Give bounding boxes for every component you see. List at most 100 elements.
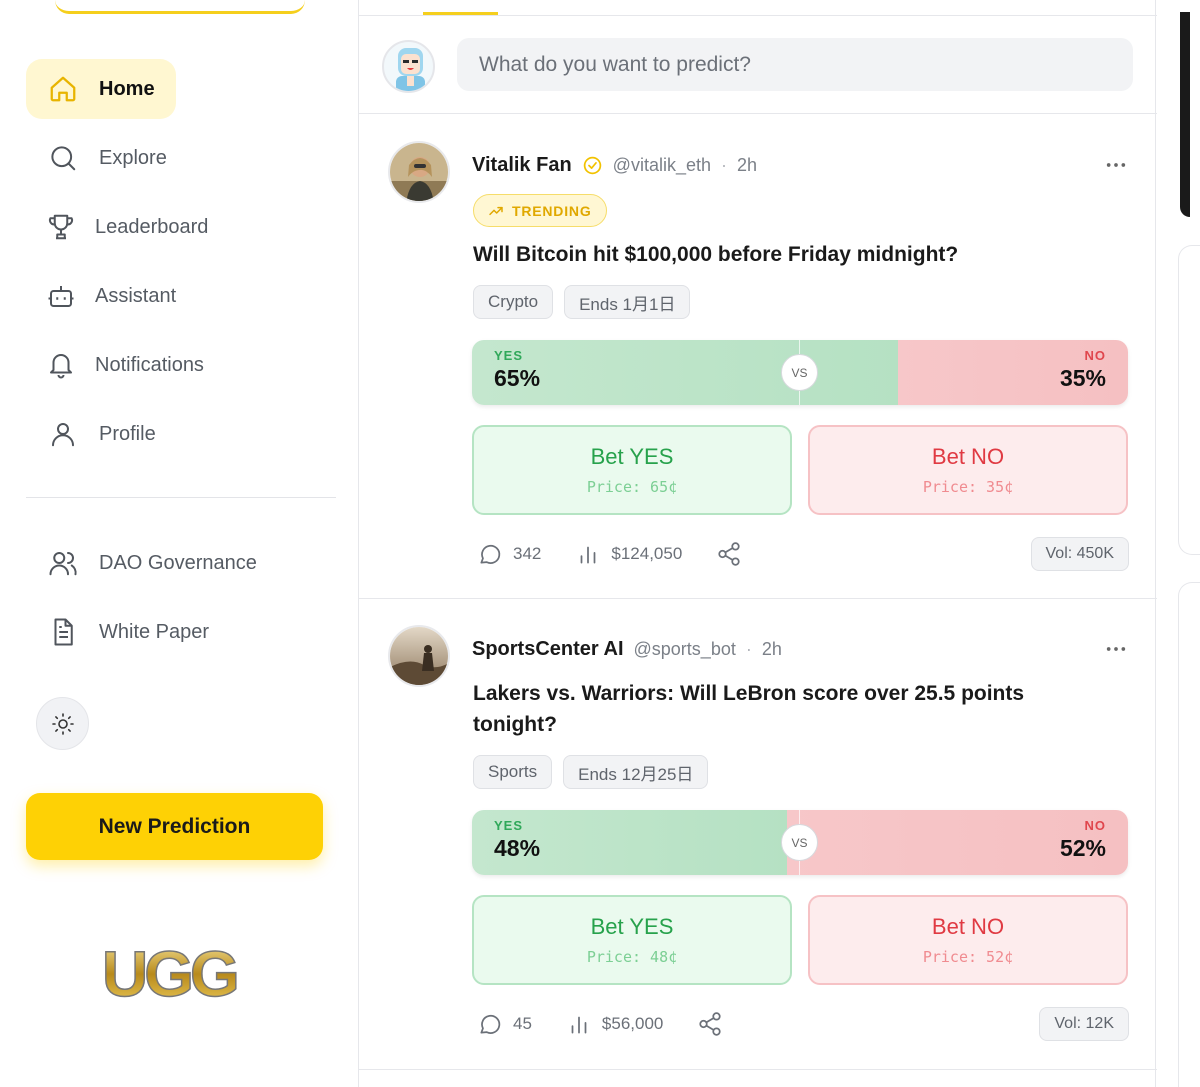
home-icon: [46, 72, 80, 106]
end-date-tag: Ends 12月25日: [563, 755, 709, 789]
bet-no-price: Price: 35¢: [922, 478, 1014, 496]
odds-no-label: NO: [1084, 818, 1106, 833]
sidebar-item-label: Profile: [99, 422, 156, 445]
bet-yes-price: Price: 65¢: [586, 478, 678, 496]
category-tag[interactable]: Crypto: [473, 285, 554, 319]
sidebar-item-label: Assistant: [95, 284, 177, 307]
bell-icon: [46, 348, 76, 382]
volume-amount: $124,050: [611, 544, 683, 563]
comment-button[interactable]: 342: [477, 541, 541, 567]
author-name[interactable]: SportsCenter AI: [472, 637, 624, 660]
volume-stat[interactable]: $124,050: [575, 541, 682, 567]
trending-badge: TRENDING: [473, 194, 607, 227]
users-icon: [46, 546, 80, 580]
avatar[interactable]: [382, 40, 435, 93]
comment-icon: [480, 1014, 501, 1034]
comment-count: 342: [513, 544, 542, 563]
post-time: 2h: [761, 638, 782, 659]
comment-button[interactable]: 45: [477, 1011, 532, 1037]
sidebar: Home Explore Leaderboard Assistant Notif…: [0, 0, 358, 1087]
sidebar-item-leaderboard[interactable]: Leaderboard: [26, 197, 208, 257]
sidebar-item-label: Leaderboard: [95, 215, 209, 238]
post-actions: 342 $124,050: [477, 541, 752, 567]
new-prediction-button[interactable]: New Prediction: [26, 793, 323, 860]
theme-toggle-button[interactable]: [36, 697, 89, 750]
odds-no-value: 52%: [1059, 835, 1106, 861]
logo-wordmark: UGG: [102, 940, 236, 1004]
sidebar-item-white-paper[interactable]: White Paper: [26, 602, 286, 662]
tag-list: Crypto Ends 1月1日: [473, 285, 691, 319]
right-panel: [1156, 0, 1200, 1087]
tag-list: Sports Ends 12月25日: [473, 755, 709, 789]
sidebar-item-home[interactable]: Home: [26, 59, 176, 119]
comment-count: 45: [513, 1014, 532, 1033]
volume-badge: Vol: 450K: [1030, 537, 1129, 571]
bet-yes-button[interactable]: Bet YES Price: 48¢: [472, 895, 792, 985]
post-card: SportsCenter AI @sports_bot · 2h Lakers …: [359, 600, 1157, 1070]
odds-no-value: 35%: [1059, 365, 1106, 391]
sidebar-item-notifications[interactable]: Notifications: [26, 335, 204, 395]
bet-no-label: Bet NO: [931, 914, 1005, 939]
vs-badge: VS: [781, 354, 818, 391]
feed-top-border: [359, 15, 1157, 16]
volume-amount: $56,000: [601, 1014, 664, 1033]
odds-no-segment: NO 35%: [898, 340, 1128, 405]
author-handle[interactable]: @vitalik_eth: [612, 154, 711, 175]
prediction-input[interactable]: [457, 38, 1133, 91]
bet-yes-label: Bet YES: [590, 914, 674, 939]
right-panel-card: [1178, 582, 1200, 1087]
author-name[interactable]: Vitalik Fan: [472, 153, 572, 176]
share-icon: [718, 542, 740, 566]
author-handle[interactable]: @sports_bot: [633, 638, 736, 659]
more-options-button[interactable]: [1103, 639, 1129, 659]
bar-chart-icon: [571, 1016, 587, 1034]
prediction-question[interactable]: Will Bitcoin hit $100,000 before Friday …: [473, 243, 959, 266]
odds-bar: YES 65% NO 35% VS: [472, 340, 1128, 405]
sidebar-item-dao-governance[interactable]: DAO Governance: [26, 533, 286, 593]
verified-icon: [583, 156, 601, 174]
post-time: 2h: [737, 154, 758, 175]
odds-yes-label: YES: [494, 348, 524, 363]
avatar[interactable]: [388, 141, 450, 203]
search-icon: [46, 141, 80, 175]
post-header: Vitalik Fan @vitalik_eth · 2h: [472, 151, 757, 179]
bot-icon: [46, 279, 76, 313]
more-options-button[interactable]: [1103, 155, 1129, 175]
sidebar-item-label: Notifications: [95, 353, 204, 376]
separator: ·: [745, 638, 752, 659]
odds-yes-value: 65%: [494, 365, 541, 391]
share-button[interactable]: [716, 541, 752, 567]
sidebar-item-assistant[interactable]: Assistant: [26, 266, 176, 326]
sidebar-item-explore[interactable]: Explore: [26, 128, 176, 188]
volume-stat[interactable]: $56,000: [566, 1011, 663, 1037]
sun-icon: [51, 712, 74, 735]
odds-bar: YES 48% NO 52% VS: [472, 810, 1128, 875]
ugg-logo: UGG: [101, 937, 252, 1011]
volume-badge: Vol: 12K: [1039, 1007, 1129, 1041]
vs-badge: VS: [781, 824, 818, 861]
odds-yes-segment: YES 48%: [472, 810, 787, 875]
trending-up-icon: [489, 206, 503, 215]
bet-yes-label: Bet YES: [590, 444, 674, 469]
odds-yes-value: 48%: [494, 835, 541, 861]
sidebar-divider: [26, 497, 336, 498]
sidebar-item-profile[interactable]: Profile: [26, 404, 176, 464]
more-horizontal-icon: [1106, 163, 1126, 167]
sidebar-item-label: Explore: [99, 146, 167, 169]
bet-yes-button[interactable]: Bet YES Price: 65¢: [472, 425, 792, 515]
share-button[interactable]: [697, 1011, 733, 1037]
bet-yes-price: Price: 48¢: [586, 948, 678, 966]
trophy-icon: [46, 210, 76, 244]
post-card: Vitalik Fan @vitalik_eth · 2h TRENDING W…: [359, 115, 1157, 599]
odds-yes-label: YES: [494, 818, 524, 833]
comment-icon: [480, 544, 501, 564]
bet-no-button[interactable]: Bet NO Price: 35¢: [808, 425, 1128, 515]
odds-yes-segment: YES 65%: [472, 340, 899, 405]
badge-label: TRENDING: [512, 202, 592, 219]
composer: [359, 16, 1157, 114]
category-tag[interactable]: Sports: [473, 755, 553, 789]
prediction-question[interactable]: Lakers vs. Warriors: Will LeBron score o…: [473, 682, 1025, 736]
bet-no-button[interactable]: Bet NO Price: 52¢: [808, 895, 1128, 985]
avatar[interactable]: [388, 625, 450, 687]
top-accent-decoration: [55, 0, 305, 14]
